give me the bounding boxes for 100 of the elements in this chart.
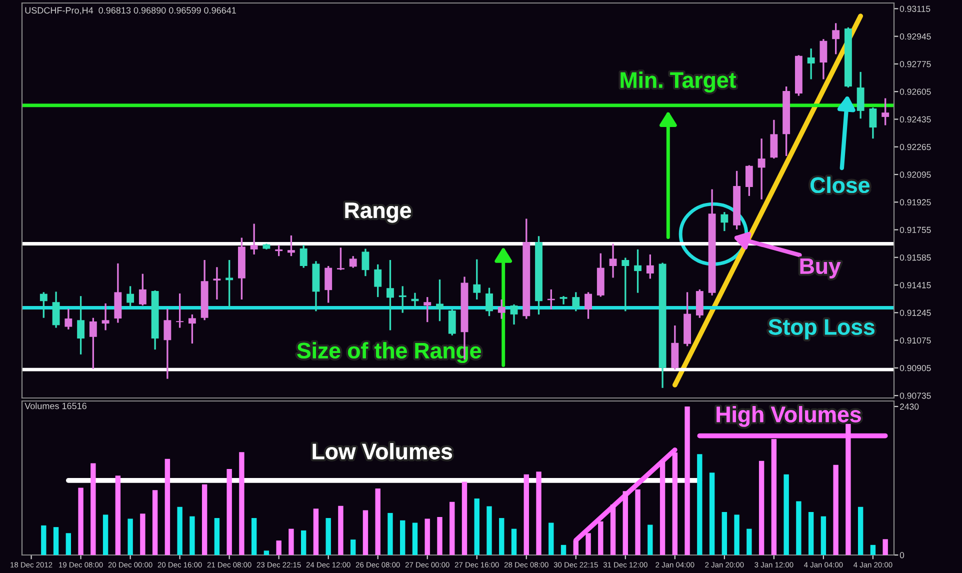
candlestick <box>324 265 332 304</box>
candlestick <box>646 254 654 280</box>
candlestick <box>349 255 357 269</box>
bar <box>586 533 591 555</box>
y-tick-label: 0.91075 <box>900 337 931 344</box>
candlestick <box>720 211 728 232</box>
bar <box>338 506 344 555</box>
bar <box>784 474 789 555</box>
annotation: Close <box>810 176 870 194</box>
annotation: Low Volumes <box>312 443 452 460</box>
candlestick <box>300 244 308 269</box>
candlestick <box>188 314 196 344</box>
y-tick-label: 0.92775 <box>900 61 931 68</box>
bar <box>115 476 121 555</box>
candlestick <box>634 248 642 294</box>
candlestick <box>362 248 370 277</box>
bar <box>635 489 640 555</box>
bar <box>78 488 84 555</box>
candlestick <box>882 97 890 126</box>
y-tick-label: 0.91925 <box>900 199 931 206</box>
bar <box>511 528 517 555</box>
candlestick <box>486 286 493 317</box>
candlestick <box>52 290 60 329</box>
y-tick-label: 0.92435 <box>900 116 931 122</box>
bar <box>313 508 319 555</box>
candlestick <box>758 138 766 200</box>
bar <box>66 533 72 555</box>
bar <box>251 518 257 555</box>
bar <box>684 406 690 555</box>
bar <box>400 520 406 555</box>
bar <box>833 464 838 555</box>
bar <box>648 524 653 555</box>
bar <box>424 518 430 555</box>
bar <box>152 490 158 555</box>
bar <box>820 516 826 555</box>
candlestick <box>275 244 283 257</box>
candlestick <box>510 304 518 326</box>
y-tick-label: 0.93115 <box>900 6 930 12</box>
candlestick <box>820 38 828 80</box>
annotation: Buy <box>800 258 841 278</box>
bar <box>41 525 46 555</box>
bar <box>388 512 393 555</box>
bar <box>560 544 566 555</box>
bar <box>350 540 356 555</box>
bar <box>239 452 244 555</box>
bar <box>660 460 666 555</box>
candlestick <box>473 258 481 300</box>
y-tick-label: 0.91415 <box>900 282 931 288</box>
bar <box>672 452 678 555</box>
bar <box>709 472 715 555</box>
bar <box>190 516 195 555</box>
y-tick-label: 0.90905 <box>900 364 931 372</box>
bar <box>90 463 96 555</box>
candlestick <box>126 285 134 309</box>
bar <box>548 522 554 555</box>
bar <box>177 506 182 555</box>
candlestick <box>498 298 506 320</box>
bar <box>746 528 752 555</box>
bar <box>437 516 442 555</box>
bar <box>264 550 270 555</box>
candlestick <box>386 259 394 332</box>
candlestick <box>448 308 456 336</box>
bar <box>758 460 764 555</box>
candlestick <box>572 291 580 312</box>
candlestick <box>40 291 48 319</box>
candlestick <box>64 308 72 330</box>
bar <box>226 468 232 555</box>
chart-title: USDCHF-Pro,H4 0.96813 0.96890 0.96599 0.96641 <box>25 7 236 15</box>
y-tick-label: 0.90735 <box>900 392 931 399</box>
candlestick <box>374 264 382 298</box>
bar <box>164 458 170 555</box>
bar <box>202 484 208 555</box>
bar <box>882 539 888 555</box>
candlestick <box>436 278 444 322</box>
annotation: High Volumes <box>716 406 861 427</box>
bar <box>722 512 728 555</box>
bar <box>573 540 578 555</box>
y-tick-label: 0.92095 <box>900 172 931 178</box>
y-tick-label: 0.91755 <box>900 226 931 234</box>
candlestick <box>102 302 110 332</box>
bar <box>499 518 504 555</box>
y-tick-label: 0.92945 <box>900 33 931 40</box>
y-tick-label: 0.91245 <box>900 310 931 316</box>
bar <box>796 501 802 555</box>
bar <box>697 454 702 555</box>
bar <box>102 514 108 555</box>
bar <box>734 514 740 555</box>
chart-title: Volumes 16516 <box>24 402 86 410</box>
bar <box>846 424 851 555</box>
candlestick <box>622 256 630 312</box>
candlestick <box>398 285 406 314</box>
bar <box>771 439 777 555</box>
bar <box>412 522 418 555</box>
y-tick-label: 0 <box>900 552 904 558</box>
candlestick <box>213 266 221 300</box>
bar <box>288 528 294 555</box>
bar <box>870 544 876 555</box>
candlestick <box>869 106 877 140</box>
bar <box>598 521 604 555</box>
y-tick-label: 0.92605 <box>900 88 931 95</box>
